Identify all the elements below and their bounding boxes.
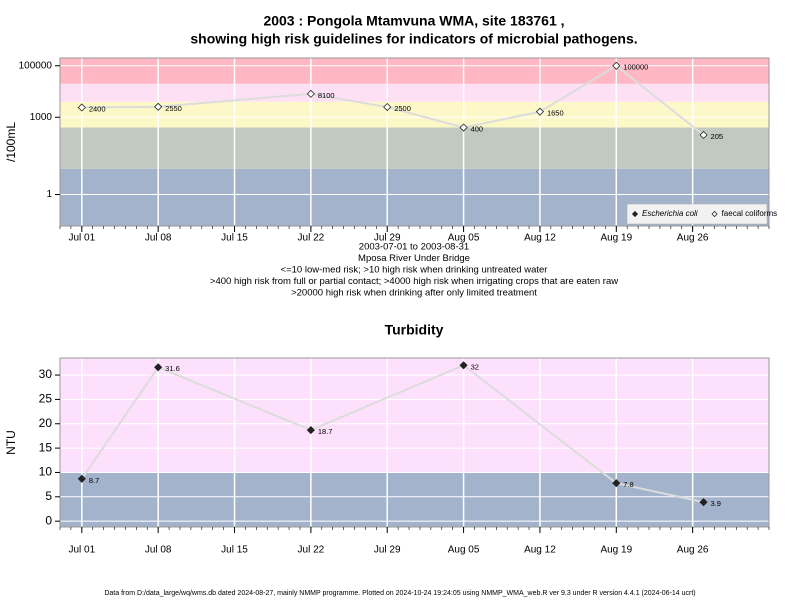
data-label: 3.9 [711, 499, 721, 508]
risk-band [60, 358, 769, 473]
data-point [699, 498, 708, 507]
x-tick-label: Jul 22 [298, 545, 325, 556]
y-axis-label: NTU [4, 430, 18, 455]
y-tick-label: 20 [39, 416, 53, 430]
chart-title: 2003 : Pongola Mtamvuna WMA, site 183761… [263, 13, 564, 29]
data-point [699, 130, 708, 140]
data-label: 32 [471, 362, 479, 371]
y-tick-label: 5 [45, 489, 52, 503]
x-tick-label: Jul 22 [298, 233, 325, 244]
data-label: 31.6 [165, 364, 180, 373]
data-point [306, 89, 315, 98]
legend-box [626, 203, 768, 225]
data-label: 2400 [89, 104, 106, 113]
plot-frame [59, 357, 770, 528]
note: >20000 high risk when drinking after onl… [291, 288, 537, 299]
legend-marker [631, 210, 639, 218]
legend-label: Escherichia coli [642, 209, 698, 218]
x-tick-label: Aug 26 [677, 233, 709, 244]
data-point [154, 102, 163, 111]
x-tick-label: Aug 12 [524, 233, 556, 244]
note: Mposa River Under Bridge [358, 253, 470, 264]
data-point [306, 426, 315, 435]
x-tick-label: Jul 08 [145, 545, 172, 556]
data-point [383, 102, 392, 112]
y-tick-label: 25 [39, 392, 53, 406]
series-line [80, 364, 704, 504]
y-tick-label: 15 [39, 440, 53, 454]
data-point [459, 361, 468, 370]
y-tick-label: 0 [45, 513, 52, 527]
x-tick-label: Jul 29 [374, 545, 401, 556]
data-label: 400 [471, 124, 484, 133]
data-label: 1650 [547, 109, 564, 118]
y-tick-label: 30 [39, 367, 53, 381]
x-tick-label: Jul 15 [221, 233, 248, 244]
chart-title: Turbidity [385, 322, 444, 338]
data-point [535, 107, 545, 116]
y-tick-label: 1 [46, 189, 52, 200]
data-point [77, 474, 86, 483]
data-label: 100000 [623, 63, 648, 72]
y-tick-label: 1000 [30, 112, 53, 123]
x-tick-label: Jul 01 [68, 545, 95, 556]
data-label: 18.7 [318, 427, 333, 436]
risk-band [60, 472, 769, 527]
data-label: 7.8 [623, 480, 633, 489]
data-point [612, 479, 621, 488]
x-tick-label: Aug 05 [448, 233, 480, 244]
risk-band [60, 83, 769, 102]
legend-label: faecal coliforms [722, 209, 778, 218]
data-label: 205 [711, 132, 724, 141]
legend-marker [711, 210, 718, 218]
data-label: 2500 [394, 104, 411, 113]
x-tick-label: Aug 19 [600, 233, 632, 244]
data-label: 8.7 [89, 476, 99, 485]
note: 2003-07-01 to 2003-08-31 [359, 242, 469, 253]
y-axis-label: /100mL [4, 122, 18, 162]
data-point [77, 103, 86, 112]
x-tick-label: Jul 08 [145, 233, 172, 244]
data-point [459, 123, 468, 132]
risk-band [60, 58, 769, 84]
data-label: 2550 [165, 104, 182, 113]
x-tick-label: Aug 26 [677, 545, 709, 556]
x-tick-label: Jul 01 [68, 233, 95, 244]
y-tick-label: 100000 [19, 60, 53, 71]
risk-band [60, 127, 769, 169]
y-tick-label: 10 [39, 465, 53, 479]
data-point [612, 61, 621, 70]
data-label: 8100 [318, 91, 335, 100]
series-line [81, 64, 705, 136]
x-tick-label: Jul 29 [374, 233, 401, 244]
chart-title: showing high risk guidelines for indicat… [190, 31, 637, 47]
x-tick-label: Aug 05 [448, 545, 480, 556]
note: <=10 low-med risk; >10 high risk when dr… [281, 265, 548, 276]
plot-frame [59, 57, 770, 227]
note: >400 high risk from full or partial cont… [210, 276, 618, 287]
footer: Data from D:/data_large/wq/wms.db dated … [104, 590, 695, 597]
x-tick-label: Aug 12 [524, 545, 556, 556]
x-tick-label: Jul 15 [221, 545, 248, 556]
x-tick-label: Aug 19 [600, 545, 632, 556]
data-point [154, 363, 163, 372]
